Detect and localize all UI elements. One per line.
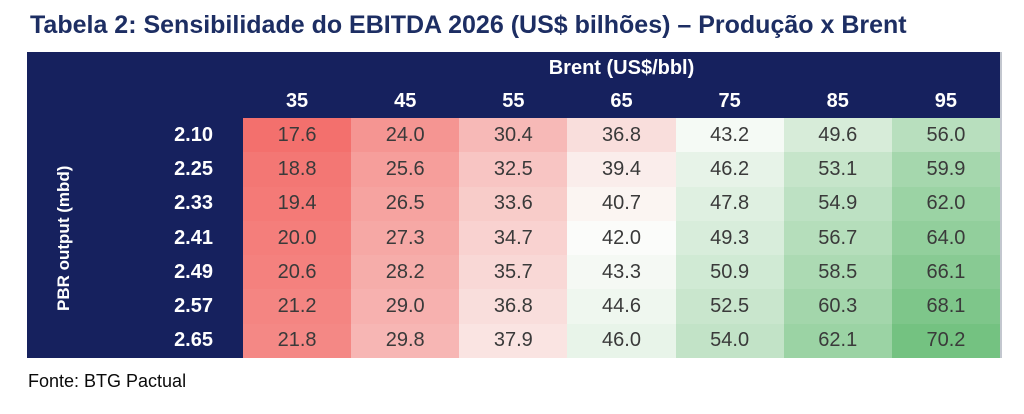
- heatmap-cell: 43.2: [675, 118, 784, 153]
- heatmap-cell: 60.3: [783, 289, 892, 324]
- column-header: 95: [934, 90, 958, 112]
- heatmap-cell: 50.9: [675, 255, 784, 290]
- heatmap-cell: 30.4: [459, 118, 568, 153]
- heatmap-cell: 54.0: [675, 323, 784, 359]
- brent-axis-label: Brent (US$/bbl): [548, 57, 695, 79]
- heatmap-cell: 25.6: [351, 152, 460, 187]
- row-header: 2.65: [27, 323, 243, 359]
- heatmap-cell: 29.8: [351, 323, 460, 359]
- heatmap-cell: 58.5: [783, 255, 892, 290]
- heatmap-cell: 46.2: [675, 152, 784, 187]
- heatmap-cell: 64.0: [891, 220, 1000, 256]
- heatmap-cell: 20.0: [243, 220, 352, 256]
- table-row: 2.25 18.8 25.6 32.5 39.4 46.2 53.1 59.9: [27, 152, 1000, 187]
- table-row: 2.49 20.6 28.2 35.7 43.3 50.9 58.5 66.1: [27, 255, 1000, 290]
- heatmap-cell: 36.8: [459, 289, 568, 324]
- row-header: 2.41: [27, 220, 243, 256]
- heatmap-cell: 33.6: [459, 186, 568, 221]
- column-header: 35: [285, 90, 309, 112]
- column-header: 55: [502, 90, 525, 112]
- heatmap-cell: 42.0: [567, 220, 676, 256]
- heatmap-cell: 62.0: [891, 186, 1000, 221]
- corner-cell: [27, 85, 243, 118]
- row-header: 2.25: [27, 152, 243, 187]
- heatmap-cell: 39.4: [567, 152, 676, 187]
- table-row: 2.41 20.0 27.3 34.7 42.0 49.3 56.7 64.0: [27, 220, 1000, 256]
- heatmap-cell: 53.1: [783, 152, 892, 187]
- row-header: 2.57: [27, 289, 243, 324]
- heatmap-cell: 21.2: [243, 289, 352, 324]
- row-header: 2.33: [27, 186, 243, 221]
- heatmap-cell: 34.7: [459, 220, 568, 256]
- heatmap-cell: 43.3: [567, 255, 676, 290]
- table-row: 2.65 21.8 29.8 37.9 46.0 54.0 62.1 70.2: [27, 323, 1000, 359]
- heatmap-cell: 28.2: [351, 255, 460, 290]
- column-header: 65: [610, 90, 633, 112]
- heatmap-cell: 68.1: [891, 289, 1000, 324]
- heatmap-cell: 19.4: [243, 186, 352, 221]
- heatmap-cell: 49.3: [675, 220, 784, 256]
- heatmap-cell: 59.9: [891, 152, 1000, 187]
- heatmap-cell: 37.9: [459, 323, 568, 359]
- heatmap-cell: 46.0: [567, 323, 676, 359]
- row-header: 2.49: [27, 255, 243, 290]
- heatmap-cell: 24.0: [351, 118, 460, 153]
- column-header: 85: [826, 90, 849, 112]
- heatmap-cell: 26.5: [351, 186, 460, 221]
- corner-cell: [27, 52, 243, 85]
- heatmap-cell: 70.2: [891, 323, 1000, 359]
- heatmap-cell: 49.6: [783, 118, 892, 153]
- heatmap-cell: 62.1: [783, 323, 892, 359]
- heatmap-cell: 36.8: [567, 118, 676, 153]
- column-group-header-row: Brent (US$/bbl): [27, 52, 1000, 85]
- source-note: Fonte: BTG Pactual: [28, 371, 187, 391]
- heatmap-cell: 32.5: [459, 152, 568, 187]
- row-header: 2.10: [27, 118, 243, 153]
- heatmap-cell: 21.8: [243, 323, 352, 359]
- heatmap-cell: 17.6: [243, 118, 352, 153]
- column-header: 75: [718, 90, 741, 112]
- heatmap-cell: 20.6: [243, 255, 352, 290]
- column-header: 45: [394, 90, 417, 112]
- table-body: PBR output (mbd) 2.10 17.6 24.0 30.4 36.8 43.…: [27, 118, 1000, 359]
- heatmap-cell: 27.3: [351, 220, 460, 256]
- heatmap-cell: 29.0: [351, 289, 460, 324]
- heatmap-cell: 56.0: [891, 118, 1000, 153]
- sensitivity-table: Brent (US$/bbl) 35 45 55 65 75 85 95 PBR outpu…: [27, 52, 1002, 359]
- heatmap-cell: 54.9: [783, 186, 892, 221]
- heatmap-cell: 44.6: [567, 289, 676, 324]
- heatmap-cell: 40.7: [567, 186, 676, 221]
- table-row: 2.33 19.4 26.5 33.6 40.7 47.8 54.9 62.0: [27, 186, 1000, 221]
- heatmap-cell: 52.5: [675, 289, 784, 324]
- heatmap-cell: 18.8: [243, 152, 352, 187]
- table-row: 2.10 17.6 24.0 30.4 36.8 43.2 49.6 56.0: [27, 118, 1000, 153]
- heatmap-cell: 47.8: [675, 186, 784, 221]
- table-row: 2.57 21.2 29.0 36.8 44.6 52.5 60.3 68.1: [27, 289, 1000, 324]
- heatmap-cell: 35.7: [459, 255, 568, 290]
- column-headers-row: 35 45 55 65 75 85 95: [27, 85, 1000, 118]
- heatmap-cell: 56.7: [783, 220, 892, 256]
- table-title: Tabela 2: Sensibilidade do EBITDA 2026 (…: [30, 11, 907, 39]
- heatmap-cell: 66.1: [891, 255, 1000, 290]
